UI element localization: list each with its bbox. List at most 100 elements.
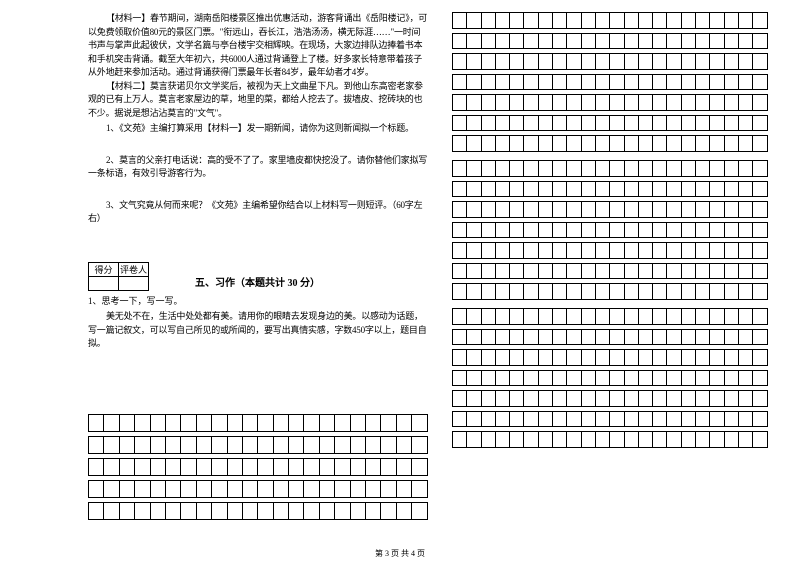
writing-grid-cell [165, 415, 180, 432]
writing-grid-cell [467, 243, 481, 259]
writing-grid-cell [119, 481, 134, 498]
writing-grid-cell [381, 459, 396, 476]
writing-grid-cell [481, 202, 495, 218]
writing-grid-cell [753, 432, 767, 448]
writing-grid-cell [165, 503, 180, 520]
writing-grid-cell [581, 54, 595, 70]
writing-grid-cell [638, 309, 652, 325]
writing-grid-cell [610, 350, 624, 366]
writing-grid-cell [667, 411, 681, 427]
writing-grid-cell [581, 202, 595, 218]
writing-grid-cell [227, 503, 242, 520]
writing-grid-cell [453, 284, 467, 300]
writing-grid-cell [753, 263, 767, 279]
writing-grid-cell [724, 13, 738, 29]
writing-grid-cell [273, 459, 288, 476]
writing-grid-cell [538, 161, 552, 177]
writing-grid-cell [553, 95, 567, 111]
writing-grid-cell [524, 202, 538, 218]
writing-grid-cell [667, 284, 681, 300]
writing-grid-cell [581, 222, 595, 238]
writing-grid-cell [181, 481, 196, 498]
writing-grid-row [452, 283, 768, 300]
writing-grid-cell [696, 370, 710, 386]
writing-grid-cell [696, 54, 710, 70]
writing-grid-cell [453, 13, 467, 29]
writing-grid-cell [595, 115, 609, 131]
writing-grid-cell [89, 481, 104, 498]
writing-grid-cell [595, 243, 609, 259]
writing-grid-cell [681, 284, 695, 300]
writing-grid-cell [753, 202, 767, 218]
writing-grid-cell [89, 437, 104, 454]
writing-grid-cell [453, 243, 467, 259]
writing-grid-cell [495, 222, 509, 238]
writing-grid-cell [495, 115, 509, 131]
writing-grid-cell [481, 95, 495, 111]
writing-grid-cell [481, 391, 495, 407]
writing-grid-row [88, 458, 428, 476]
writing-grid-cell [453, 432, 467, 448]
writing-grid-cell [638, 284, 652, 300]
writing-grid-cell [681, 54, 695, 70]
writing-grid-row [452, 390, 768, 407]
writing-grid-cell [753, 54, 767, 70]
writing-grid-cell [319, 481, 334, 498]
writing-grid-cell [667, 202, 681, 218]
writing-grid-cell [624, 181, 638, 197]
writing-grid-cell [510, 115, 524, 131]
question-1: 1、《文苑》主编打算采用【材料一】发一期新闻，请你为这则新闻拟一个标题。 [88, 122, 428, 136]
writing-grid-cell [610, 161, 624, 177]
writing-grid-cell [681, 115, 695, 131]
writing-grid-cell [753, 370, 767, 386]
writing-grid-cell [538, 115, 552, 131]
writing-grid-cell [538, 309, 552, 325]
writing-grid-cell [653, 161, 667, 177]
writing-grid-cell [481, 181, 495, 197]
writing-grid-cell [196, 481, 211, 498]
writing-grid-cell [467, 432, 481, 448]
writing-grid-cell [667, 33, 681, 49]
writing-grid-cell [710, 370, 724, 386]
writing-grid-cell [710, 13, 724, 29]
writing-grid-cell [467, 74, 481, 90]
writing-grid-cell [135, 503, 150, 520]
writing-grid-cell [412, 503, 427, 520]
writing-grid-cell [481, 74, 495, 90]
writing-grid-cell [366, 459, 381, 476]
writing-grid-cell [724, 329, 738, 345]
writing-grid-cell [538, 33, 552, 49]
writing-grid-row [452, 263, 768, 280]
writing-grid-cell [453, 222, 467, 238]
writing-grid-cell [412, 481, 427, 498]
writing-grid-cell [524, 432, 538, 448]
writing-grid-cell [667, 370, 681, 386]
writing-grid-cell [624, 222, 638, 238]
writing-grid-cell [335, 437, 350, 454]
writing-grid-cell [412, 415, 427, 432]
writing-grid-cell [610, 222, 624, 238]
writing-grid-cell [567, 309, 581, 325]
writing-grid-cell [724, 115, 738, 131]
writing-grid-cell [624, 370, 638, 386]
writing-grid-cell [653, 202, 667, 218]
writing-grid-cell [319, 503, 334, 520]
writing-grid-cell [667, 350, 681, 366]
writing-grid-cell [738, 370, 752, 386]
writing-grid-cell [510, 33, 524, 49]
writing-grid-cell [553, 350, 567, 366]
writing-grid-cell [481, 161, 495, 177]
writing-grid-cell [581, 370, 595, 386]
writing-grid-cell [467, 136, 481, 152]
writing-grid-cell [495, 370, 509, 386]
writing-grid-cell [696, 115, 710, 131]
writing-grid-cell [738, 243, 752, 259]
writing-grid-cell [453, 95, 467, 111]
writing-grid-cell [453, 115, 467, 131]
writing-grid-cell [638, 391, 652, 407]
writing-grid-cell [319, 459, 334, 476]
writing-grid-cell [553, 411, 567, 427]
score-table: 得分 评卷人 [88, 262, 149, 291]
writing-grid-cell [696, 309, 710, 325]
writing-grid-cell [135, 437, 150, 454]
